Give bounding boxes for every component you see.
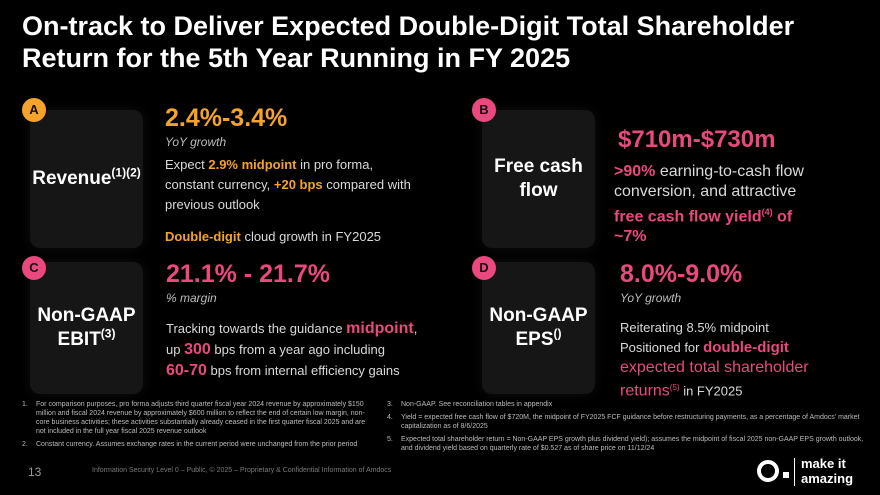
fcf-body: >90% earning-to-cash flow conversion, an… [614, 162, 864, 247]
ebit-line2-post: bps from a year ago including [210, 342, 385, 357]
footnotes-left: 1. For comparison purposes, pro forma adj… [22, 400, 367, 453]
revenue-line1-hl: 2.9% midpoint [208, 157, 297, 172]
logo-dot-icon [783, 472, 789, 478]
footnote-item: 4. Yield = expected free cash flow of $72… [387, 413, 865, 431]
fcf-line1-post: earning-to-cash flow [655, 163, 804, 180]
ebit-headline: 21.1% - 21.7% [166, 260, 330, 288]
footnote-num: 3. [387, 401, 393, 408]
footnote-item: 3. Non-GAAP. See reconciliation tables in… [387, 400, 865, 409]
fcf-line2: conversion, and attractive [614, 183, 797, 200]
footnote-item: 2. Constant currency. Assumes exchange ra… [22, 440, 367, 449]
revenue-line3: previous outlook [165, 197, 260, 212]
eps-headline: 8.0%-9.0% [620, 260, 743, 288]
revenue-line1-post: in pro forma, [296, 157, 374, 172]
section-b-badge: B [472, 98, 496, 122]
footnote-num: 5. [387, 436, 393, 443]
revenue-line4-post: cloud growth in FY2025 [240, 229, 382, 244]
logo-tagline-line2: amazing [801, 471, 854, 486]
ebit-line3-hl: 60-70 [166, 362, 207, 379]
ebit-line1-post: , [413, 321, 418, 336]
ebit-line2-pre: up [166, 342, 185, 357]
section-d-badge: D [472, 256, 496, 280]
footnote-text: Yield = expected free cash flow of $720M… [401, 414, 860, 430]
non-gaap-eps-card: Non-GAAP EPS() [482, 262, 595, 394]
fcf-line3-post: of [772, 208, 793, 226]
eps-body: Reiterating 8.5% midpoint Positioned for… [620, 318, 870, 401]
revenue-card-label: Revenue [32, 168, 112, 189]
revenue-card-sup: (1)(2) [111, 165, 141, 180]
eps-line4-post: in FY2025 [679, 383, 743, 399]
revenue-line1-pre: Expect [165, 157, 209, 172]
footnote-text: For comparison purposes, pro forma adjus… [36, 401, 366, 435]
section-a-badge: A [22, 98, 46, 122]
eps-line4-sup: (5) [669, 383, 680, 392]
footnote-num: 1. [22, 401, 28, 408]
ebit-line1-hl: midpoint [346, 320, 414, 337]
eps-card-label-1: Non-GAAP [489, 305, 588, 326]
eps-subtitle: YoY growth [620, 291, 682, 305]
logo-tagline-line1: make it [801, 456, 846, 471]
fcf-card-label-2: flow [519, 180, 558, 201]
section-c-badge: C [22, 256, 46, 280]
logo-tagline: make it amazing [801, 456, 853, 486]
ebit-subtitle: % margin [166, 291, 217, 305]
footnotes-right: 3. Non-GAAP. See reconciliation tables in… [387, 400, 865, 457]
ebit-line3-post: bps from internal efficiency gains [206, 363, 400, 378]
eps-line2-hl: double-digit [703, 339, 789, 356]
footnote-num: 2. [22, 441, 28, 448]
footnote-item: 1. For comparison purposes, pro forma adj… [22, 400, 367, 436]
ebit-line1-pre: Tracking towards the guidance [166, 321, 347, 336]
eps-line1: Reiterating 8.5% midpoint [620, 320, 769, 335]
fcf-card-label-1: Free cash [494, 156, 583, 177]
revenue-subtitle: YoY growth [165, 135, 227, 149]
eps-card-label-2: EPS [515, 329, 554, 350]
amdocs-logo: make it amazing [757, 456, 867, 488]
ebit-card-label-1: Non-GAAP [37, 305, 136, 326]
eps-line2-pre: Positioned for [620, 340, 704, 355]
classification-notice: Information Security Level 0 – Public, ©… [92, 467, 392, 474]
eps-card-sup: () [553, 326, 562, 341]
revenue-line2-hl: +20 bps [273, 177, 323, 192]
revenue-card: Revenue(1)(2) [30, 110, 143, 248]
ebit-line2-hl: 300 [184, 341, 211, 358]
footnote-item: 5. Expected total shareholder return = No… [387, 435, 865, 453]
footnote-text: Non-GAAP. See reconciliation tables in a… [401, 401, 553, 408]
free-cash-flow-card: Free cash flow [482, 110, 595, 248]
revenue-headline: 2.4%-3.4% [165, 104, 288, 132]
revenue-line2-post: compared with [322, 177, 411, 192]
ebit-card-sup: (3) [100, 326, 116, 341]
logo-separator [794, 458, 795, 486]
eps-line3: expected total shareholder [620, 359, 809, 376]
fcf-line4: ~7% [614, 228, 647, 246]
revenue-line4-hl: Double-digit [165, 229, 241, 244]
footnote-num: 4. [387, 414, 393, 421]
logo-a-mark-icon [757, 460, 779, 482]
footnote-text: Expected total shareholder return = Non-… [401, 436, 864, 452]
footnote-text: Constant currency. Assumes exchange rate… [36, 441, 358, 448]
fcf-line1-hl: >90% [614, 163, 656, 180]
ebit-card-label-2: EBIT [57, 329, 101, 350]
fcf-line3-hl: free cash flow yield [614, 208, 762, 226]
fcf-headline: $710m-$730m [618, 126, 776, 153]
page-title: On-track to Deliver Expected Double-Digi… [22, 11, 795, 73]
page-number: 13 [28, 465, 42, 479]
non-gaap-ebit-card: Non-GAAP EBIT(3) [30, 262, 143, 394]
revenue-body: Expect 2.9% midpoint in pro forma, const… [165, 155, 465, 247]
eps-line4-pre: returns [620, 382, 670, 400]
revenue-line2-pre: constant currency, [165, 177, 274, 192]
ebit-body: Tracking towards the guidance midpoint, … [166, 318, 466, 381]
fcf-line3-sup: (4) [761, 207, 773, 217]
